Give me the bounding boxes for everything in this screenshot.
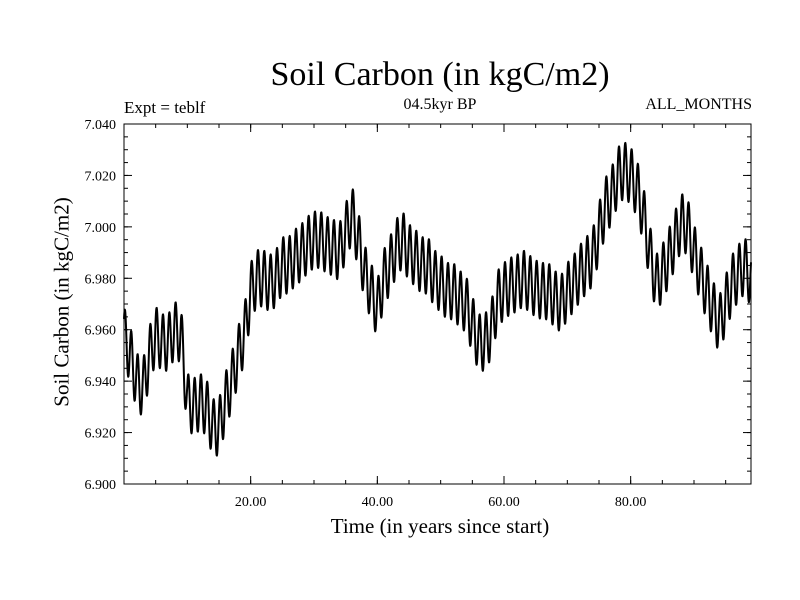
y-tick-label: 6.960 (85, 324, 117, 339)
series-line-soil-carbon (123, 141, 752, 457)
y-tick-label: 6.900 (85, 478, 117, 493)
y-tick-label: 6.920 (85, 427, 117, 442)
axis-tick-labels: 6.900 6.920 6.940 6.960 6.980 7.000 7.020 7.040… (85, 118, 647, 510)
months-label: ALL_MONTHS (645, 96, 752, 113)
x-tick-label: 80.00 (615, 495, 647, 510)
experiment-label: Expt = teblf (124, 98, 206, 117)
y-tick-label: 7.000 (85, 221, 117, 236)
y-tick-label: 6.940 (85, 375, 117, 390)
y-tick-label: 7.020 (85, 169, 117, 184)
chart-title: Soil Carbon (in kgC/m2) (270, 56, 610, 93)
x-tick-label: 40.00 (362, 495, 394, 510)
y-tick-label: 7.040 (85, 118, 117, 133)
x-axis-label: Time (in years since start) (330, 514, 550, 538)
y-tick-label: 6.980 (85, 272, 117, 287)
x-tick-label: 60.00 (488, 495, 520, 510)
x-tick-label: 20.00 (235, 495, 267, 510)
chart-subtitle: 04.5kyr BP (403, 96, 477, 113)
plot-frame (123, 123, 752, 485)
